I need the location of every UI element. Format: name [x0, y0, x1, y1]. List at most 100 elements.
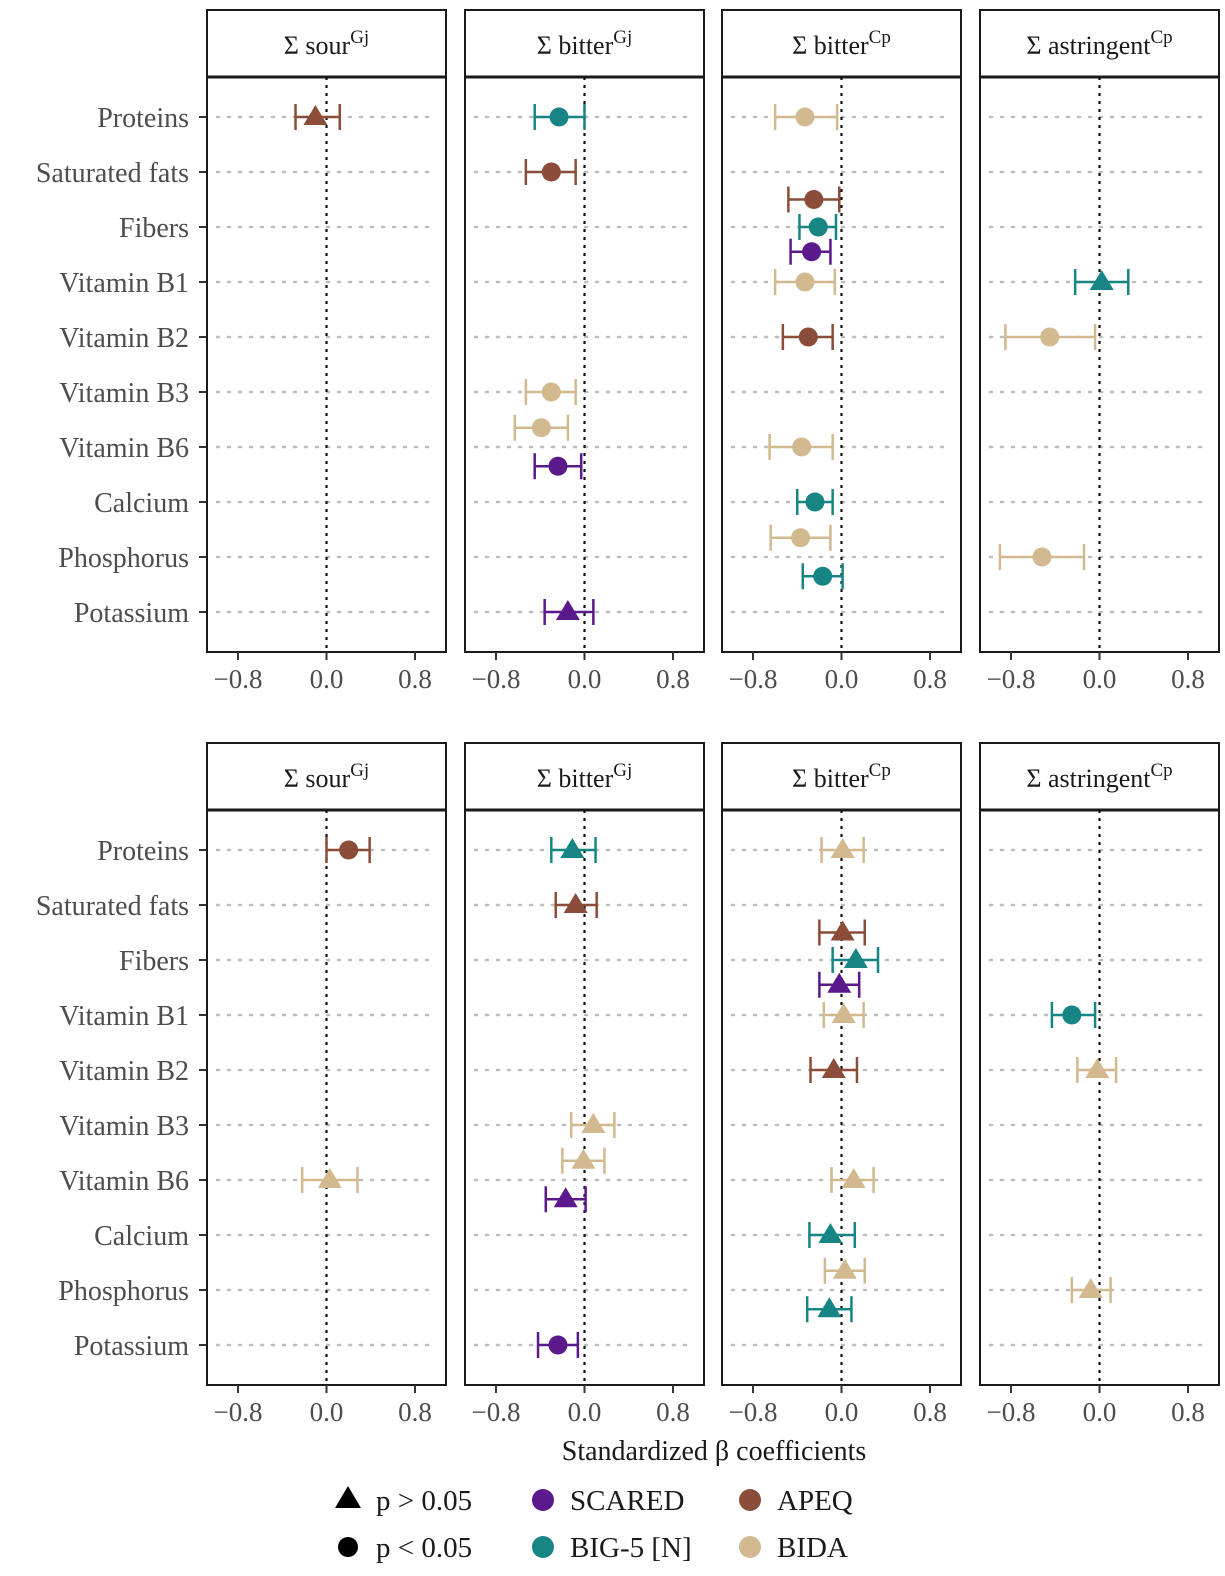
point-fibers-big-5-n: [798, 214, 838, 240]
strip-label: Σ sourGj: [284, 27, 369, 60]
point-proteins-apeq: [325, 837, 371, 863]
point-proteins-big-5-n: [550, 837, 597, 863]
panel-bitter-gj-row2: Σ bitterGj −0.8 0.0 0.8: [464, 742, 705, 1427]
estimate-marker-triangle: [303, 105, 328, 125]
x-tick-label: 0.8: [398, 664, 432, 694]
legend-triangle-key: [335, 1486, 361, 1508]
x-tick-label: 0.8: [913, 664, 947, 694]
estimate-marker-circle: [802, 242, 822, 262]
point-calcium-bida: [823, 1257, 866, 1284]
estimate-marker-circle: [541, 162, 561, 182]
point-proteins-apeq: [294, 104, 342, 130]
estimate-marker-circle: [1062, 1005, 1082, 1025]
legend-label: p > 0.05: [376, 1485, 472, 1517]
x-tick-label: −0.8: [213, 664, 262, 694]
panel-bitter-cp-row1: Σ bitterCp −0.8 0.0 0.8: [721, 9, 962, 694]
legend-label: p < 0.05: [376, 1532, 472, 1564]
y-tick-label-vitamin-b1: Vitamin B1: [59, 268, 189, 299]
y-tick-label-saturated-fats: Saturated fats: [36, 891, 189, 922]
panel-astringent-cp-row2: Σ astringentCp −0.8 0.0 0.8: [979, 742, 1220, 1427]
estimate-marker-circle: [804, 190, 824, 209]
x-tick-label: 0.8: [913, 1397, 947, 1427]
point-calcium-big-5-n: [795, 489, 834, 515]
y-tick-label-vitamin-b1: Vitamin B1: [59, 1001, 189, 1032]
point-vitamin-b2-bida: [1004, 324, 1097, 350]
estimate-marker-triangle: [1089, 270, 1114, 290]
point-phosphorus-bida: [998, 544, 1086, 570]
y-tick-label-calcium: Calcium: [94, 488, 189, 519]
point-fibers-scared: [818, 971, 861, 998]
legend-item-apeq: APEQ: [739, 1485, 853, 1517]
y-tick-label-saturated-fats: Saturated fats: [36, 158, 189, 189]
point-phosphorus-big-5-n: [801, 563, 844, 590]
panel-bitter-cp-row2: Σ bitterCp −0.8 0.0 0.8: [721, 742, 962, 1427]
estimate-marker-circle: [549, 107, 569, 127]
legend-item-p-0-05: p > 0.05: [335, 1485, 472, 1517]
panel-bitter-gj-row1: Σ bitterGj −0.8 0.0 0.8: [464, 9, 705, 694]
estimate-marker-triangle: [830, 920, 855, 941]
estimate-marker-circle: [339, 840, 359, 860]
estimate-marker-circle: [795, 272, 815, 292]
point-vitamin-b6-bida: [768, 434, 834, 460]
y-tick-label-fibers: Fibers: [119, 946, 189, 977]
point-vitamin-b1-bida: [822, 1002, 865, 1028]
panel-frame: [464, 742, 705, 1386]
x-tick-label: 0.8: [1171, 1397, 1205, 1427]
panel-sour-gj-row2: Σ sourGj −0.8 0.0 0.8: [206, 742, 447, 1427]
panel-frame: [721, 742, 962, 1386]
point-calcium-big-5-n: [808, 1222, 857, 1248]
x-tick-label: 0.0: [1083, 664, 1117, 694]
legend-item-p-0-05: p < 0.05: [338, 1532, 472, 1564]
y-tick-label-vitamin-b2: Vitamin B2: [59, 1056, 189, 1087]
y-tick-label-potassium: Potassium: [74, 598, 189, 629]
estimate-marker-triangle: [831, 1003, 856, 1023]
estimate-marker-circle: [548, 1335, 568, 1355]
estimate-marker-triangle: [560, 838, 585, 858]
strip-label: Σ astringentCp: [1026, 27, 1172, 60]
legend: p > 0.05 p < 0.05 SCARED BIG-5 [N] APEQ BIDA: [335, 1485, 853, 1564]
point-saturated-fats-apeq: [554, 892, 598, 918]
estimate-marker-triangle: [571, 1148, 596, 1169]
x-tick-label: −0.8: [471, 664, 520, 694]
legend-color-key: [532, 1536, 554, 1558]
point-calcium-bida: [769, 524, 832, 551]
panel-frame: [979, 9, 1220, 653]
legend-label: APEQ: [777, 1485, 853, 1517]
estimate-marker-circle: [548, 456, 568, 476]
point-potassium-scared: [543, 599, 595, 625]
point-vitamin-b3-bida: [524, 379, 577, 405]
estimate-marker-circle: [792, 437, 812, 457]
estimate-marker-triangle: [832, 1258, 857, 1279]
x-tick-label: −0.8: [986, 664, 1035, 694]
point-proteins-bida: [820, 837, 865, 863]
estimate-marker-circle: [795, 107, 815, 127]
legend-circle-key: [338, 1537, 358, 1557]
point-saturated-fats-apeq: [818, 919, 866, 946]
estimate-marker-triangle: [821, 1058, 846, 1078]
x-tick-label: 0.8: [398, 1397, 432, 1427]
x-tick-label: −0.8: [728, 664, 777, 694]
y-tick-label-potassium: Potassium: [74, 1331, 189, 1362]
legend-item-bida: BIDA: [739, 1532, 848, 1564]
estimate-marker-triangle: [563, 893, 588, 913]
point-vitamin-b6-scared: [544, 1186, 587, 1213]
x-tick-label: 0.8: [656, 664, 690, 694]
x-axis-title: Standardized β coefficients: [562, 1436, 867, 1467]
estimate-marker-circle: [808, 217, 828, 237]
estimate-marker-triangle: [1085, 1058, 1110, 1078]
y-tick-label-fibers: Fibers: [119, 213, 189, 244]
strip-label: Σ astringentCp: [1026, 760, 1172, 793]
strip-label: Σ bitterGj: [537, 760, 633, 793]
estimate-marker-triangle: [818, 1223, 843, 1243]
estimate-marker-triangle: [553, 1187, 578, 1208]
legend-item-big-5-n: BIG-5 [N]: [532, 1532, 692, 1564]
point-proteins-bida: [773, 104, 839, 130]
x-tick-label: 0.8: [1171, 664, 1205, 694]
estimate-marker-triangle: [843, 948, 868, 968]
panel-sour-gj-row1: Σ sourGj −0.8 0.0 0.8: [206, 9, 447, 694]
legend-label: SCARED: [570, 1485, 684, 1517]
estimate-marker-circle: [805, 492, 825, 512]
panel-astringent-cp-row1: Σ astringentCp −0.8 0.0 0.8: [979, 9, 1220, 694]
legend-color-key: [739, 1536, 761, 1558]
x-tick-label: −0.8: [213, 1397, 262, 1427]
